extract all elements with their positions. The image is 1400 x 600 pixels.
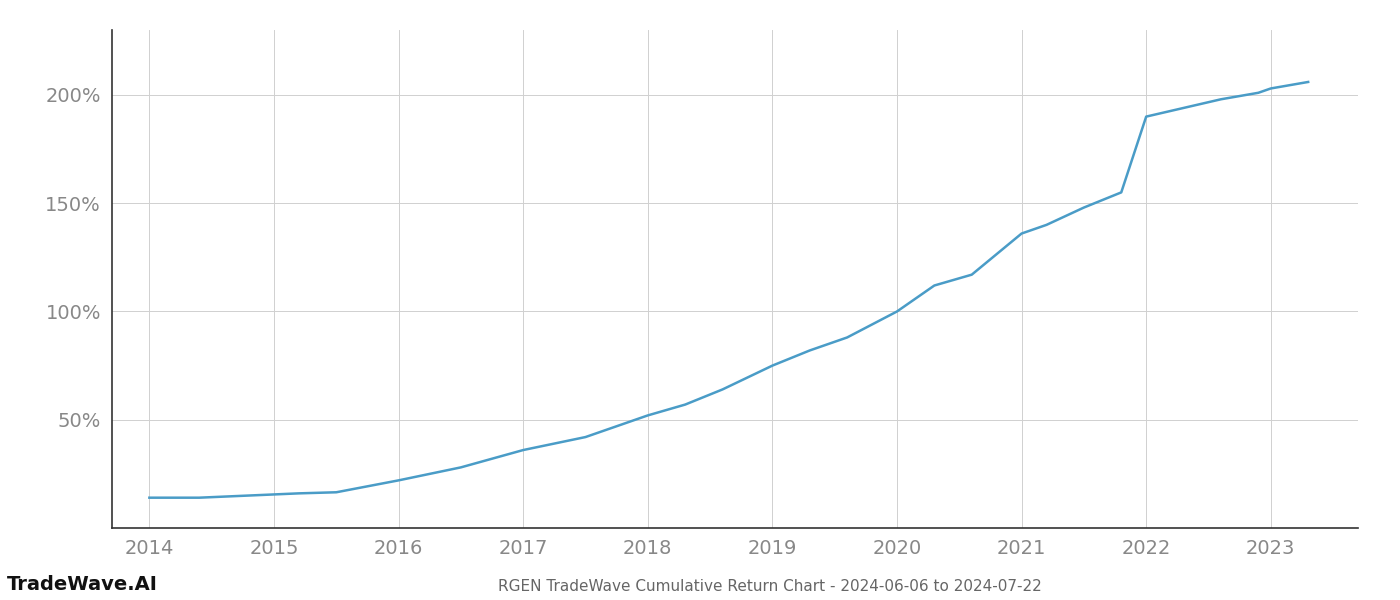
Text: TradeWave.AI: TradeWave.AI — [7, 575, 158, 594]
Text: RGEN TradeWave Cumulative Return Chart - 2024-06-06 to 2024-07-22: RGEN TradeWave Cumulative Return Chart -… — [498, 579, 1042, 594]
